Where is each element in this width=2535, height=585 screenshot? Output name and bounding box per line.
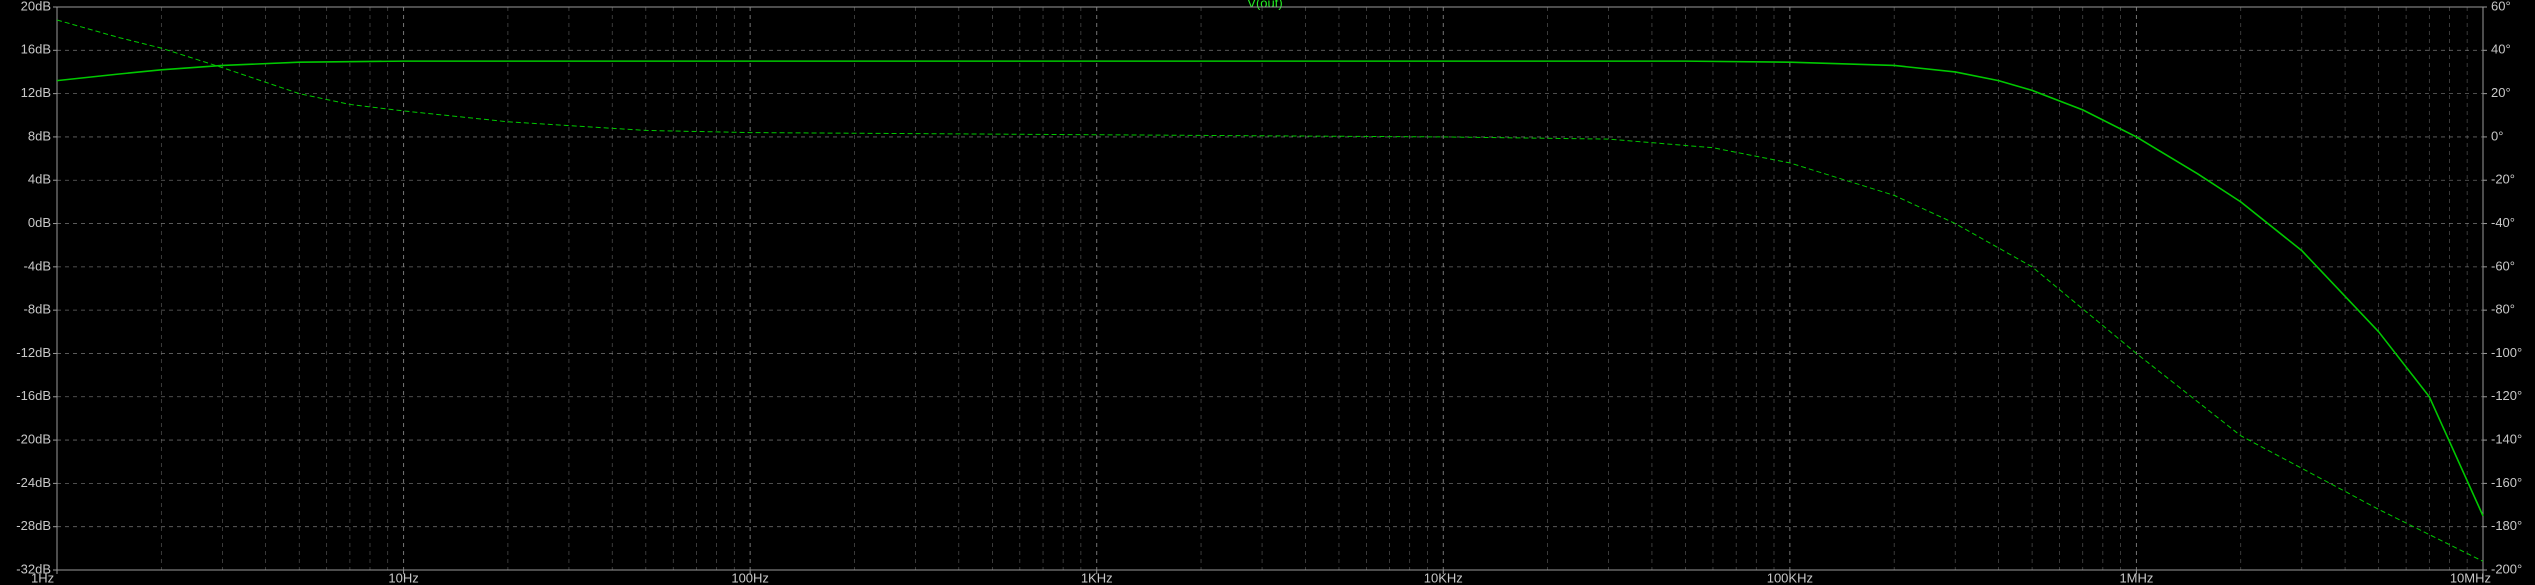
y-right-tick-label: -20°: [2491, 172, 2515, 187]
y-axis-left-ticks: 20dB 16dB 12dB 8dB 4dB 0dB -4dB -8dB -12dB -16dB -…: [16, 0, 51, 576]
x-tick-label: 100KHz: [1767, 570, 1813, 585]
x-axis-ticks: 1Hz 10Hz 100Hz 1KHz 10KHz 100KHz 1MHz 10MHz: [31, 570, 2491, 585]
y-left-tick-label: 4dB: [28, 172, 51, 187]
x-tick-label: 10KHz: [1424, 570, 1463, 585]
plot-frame: [53, 6, 2487, 574]
x-tick-label: 10MHz: [2450, 570, 2491, 585]
grid: [57, 7, 2483, 570]
y-right-tick-label: 60°: [2491, 0, 2511, 13]
y-right-tick-label: -40°: [2491, 215, 2515, 230]
x-tick-label: 10Hz: [388, 570, 418, 585]
y-right-tick-label: -200°: [2491, 561, 2522, 576]
y-right-tick-label: 0°: [2491, 128, 2503, 143]
y-left-tick-label: -16dB: [16, 388, 51, 403]
y-left-tick-label: -12dB: [16, 345, 51, 360]
y-left-tick-label: -28dB: [16, 518, 51, 533]
y-left-tick-label: 0dB: [28, 215, 51, 230]
magnitude-trace: [56, 60, 2484, 517]
y-left-tick-label: 16dB: [21, 42, 51, 57]
x-tick-label: 1KHz: [1081, 570, 1113, 585]
y-left-tick-label: -32dB: [16, 561, 51, 576]
y-right-tick-label: -80°: [2491, 302, 2515, 317]
y-right-tick-label: 20°: [2491, 85, 2511, 100]
y-left-tick-label: -24dB: [16, 475, 51, 490]
y-left-tick-label: 20dB: [21, 0, 51, 13]
y-axis-right-ticks: 60° 40° 20° 0° -20° -40° -60° -80° -100° -120° -14…: [2491, 0, 2522, 576]
series: [56, 19, 2484, 562]
y-left-tick-label: 12dB: [21, 85, 51, 100]
plot-border: [56, 6, 2484, 571]
y-right-tick-label: -160°: [2491, 475, 2522, 490]
y-right-tick-label: -140°: [2491, 432, 2522, 447]
y-left-tick-label: -8dB: [24, 302, 51, 317]
y-left-tick-label: -20dB: [16, 432, 51, 447]
phase-trace: [56, 19, 2484, 562]
y-right-tick-label: -60°: [2491, 258, 2515, 273]
y-left-tick-label: -4dB: [24, 258, 51, 273]
x-tick-label: 100Hz: [731, 570, 769, 585]
y-left-tick-label: 8dB: [28, 128, 51, 143]
y-right-tick-label: -100°: [2491, 345, 2522, 360]
chart-title: V(out): [1247, 0, 1282, 10]
y-right-tick-label: 40°: [2491, 42, 2511, 57]
y-right-tick-label: -180°: [2491, 518, 2522, 533]
y-right-tick-label: -120°: [2491, 388, 2522, 403]
x-tick-label: 1Hz: [31, 570, 54, 585]
x-tick-label: 1MHz: [2119, 570, 2153, 585]
